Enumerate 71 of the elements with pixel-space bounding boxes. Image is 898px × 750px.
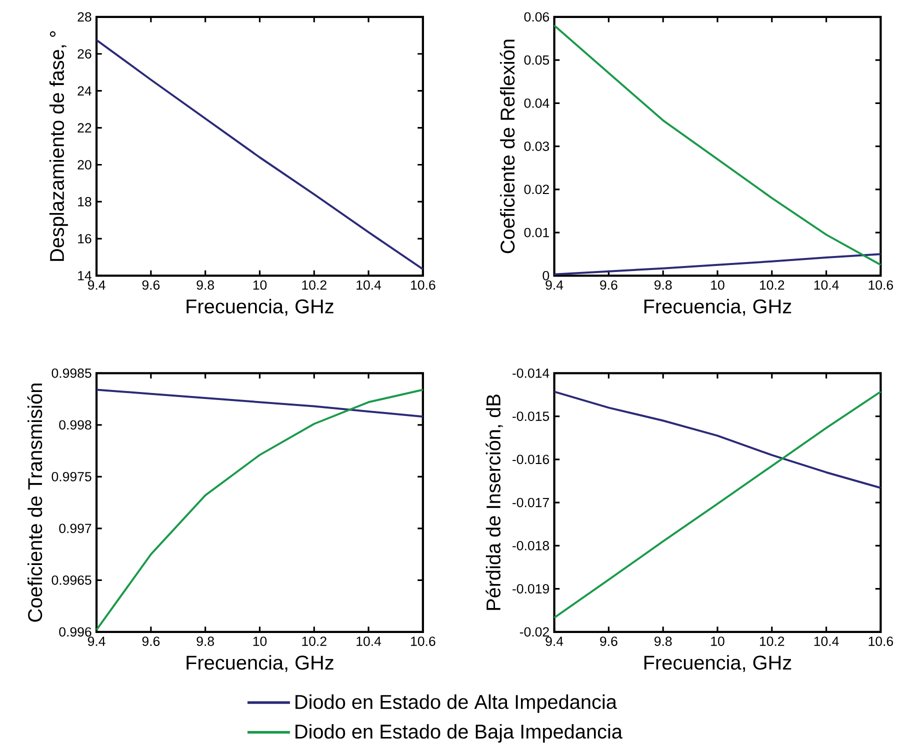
x-tick-label: 9.6 [600, 636, 618, 646]
y-tick-label: 0.998 [59, 420, 92, 430]
x-tick-label: 9.4 [546, 636, 564, 646]
x-tick-label: 9.4 [88, 280, 106, 290]
y-tick-label: 0.997 [59, 524, 92, 533]
x-tick-label: 10.2 [302, 636, 326, 646]
y-tick-label: 0.9965 [52, 575, 92, 585]
y-tick-label: 18 [78, 196, 92, 206]
x-tick-label: 10.6 [411, 280, 436, 290]
x-tick-label: 10.6 [868, 280, 894, 290]
x-tick-label: 9.8 [654, 280, 672, 290]
x-tick-label: 9.6 [600, 280, 618, 290]
x-tick-label: 9.8 [654, 636, 672, 646]
y-axis-title: Coeficiente de Transmisión [27, 383, 42, 622]
y-tick-label: 0.03 [524, 141, 550, 151]
y-tick-label: -0.019 [512, 584, 549, 594]
x-tick-label: 9.8 [196, 280, 214, 290]
x-axis-title: Frecuencia, GHz [186, 298, 334, 316]
line-series [553, 390, 882, 489]
y-tick-label: -0.017 [512, 498, 549, 508]
y-tick-label: -0.014 [512, 368, 550, 378]
x-tick-label: 10.4 [356, 636, 382, 646]
y-tick-label: 0.01 [524, 228, 549, 238]
y-tick-label: 0.9975 [52, 472, 92, 482]
y-tick-label: 24 [78, 86, 92, 96]
y-tick-label: 26 [78, 49, 92, 58]
x-axis-title: Frecuencia, GHz [186, 654, 334, 672]
x-tick-label: 10.6 [411, 636, 436, 646]
x-tick-label: 10 [711, 636, 724, 646]
x-tick-label: 10.4 [356, 280, 382, 290]
y-tick-label: -0.015 [512, 411, 550, 421]
x-tick-label: 10 [253, 636, 267, 646]
y-tick-label: 22 [78, 123, 92, 132]
y-tick-label: 0.04 [524, 98, 550, 108]
y-axis-title: Desplazamiento de fase, ° [49, 31, 68, 261]
x-tick-label: 10.4 [814, 280, 839, 290]
y-tick-label: -0.016 [512, 454, 550, 464]
y-tick-label: 0.9985 [52, 368, 92, 378]
x-axis-title: Frecuencia, GHz [644, 298, 792, 316]
y-axis-title: Coeficiente de Reflexión [500, 40, 515, 253]
x-tick-label: 10.2 [302, 280, 326, 290]
line-series [553, 390, 882, 619]
x-tick-label: 9.6 [142, 636, 160, 646]
x-tick-label: 9.4 [88, 636, 106, 646]
y-tick-label: 20 [78, 160, 92, 170]
y-tick-label: 0.05 [524, 55, 550, 65]
x-tick-label: 10.6 [868, 636, 894, 646]
x-tick-label: 9.4 [546, 280, 564, 290]
x-tick-label: 10.2 [760, 636, 784, 646]
line-series [553, 252, 882, 276]
x-tick-label: 10.4 [814, 636, 839, 646]
y-tick-label: 14 [78, 270, 92, 280]
y-tick-label: -0.018 [512, 540, 550, 550]
x-tick-label: 9.6 [142, 280, 160, 290]
y-axis-title: Pérdida de Inserción, dB [486, 394, 503, 610]
x-tick-label: 10 [253, 280, 267, 290]
x-tick-label: 9.8 [196, 636, 214, 646]
line-series [553, 24, 882, 266]
line-series [96, 388, 424, 631]
legend-label: Diodo en Estado de Alta Impedancia [296, 694, 617, 713]
y-tick-label: 28 [78, 12, 92, 22]
x-axis-title: Frecuencia, GHz [644, 654, 792, 672]
legend-label: Diodo en Estado de Baja Impedancia [296, 724, 622, 742]
y-tick-label: 0.996 [59, 627, 92, 636]
y-tick-label: 0.06 [524, 12, 550, 22]
x-tick-label: 10 [711, 280, 724, 290]
y-tick-label: -0.02 [520, 627, 549, 636]
x-tick-label: 10.2 [760, 280, 784, 290]
y-tick-label: 0.02 [524, 184, 549, 194]
y-tick-label: 16 [78, 234, 92, 244]
y-tick-label: 0 [542, 270, 550, 280]
